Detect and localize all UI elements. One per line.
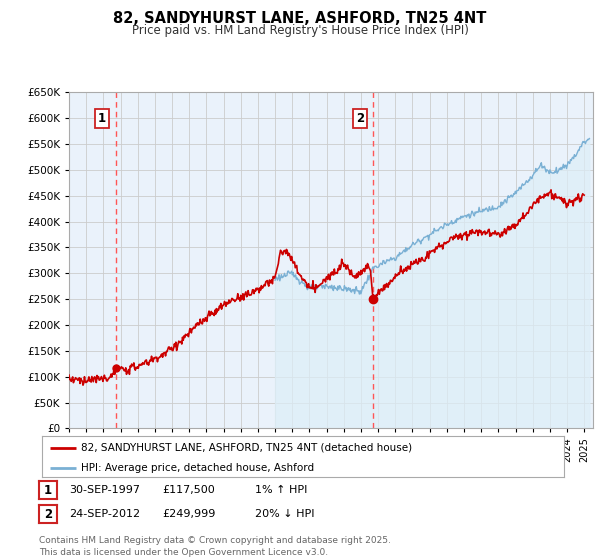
Text: Contains HM Land Registry data © Crown copyright and database right 2025.
This d: Contains HM Land Registry data © Crown c… <box>39 536 391 557</box>
Text: £117,500: £117,500 <box>162 485 215 495</box>
Text: 2: 2 <box>44 507 52 521</box>
Text: 20% ↓ HPI: 20% ↓ HPI <box>255 509 314 519</box>
Text: 82, SANDYHURST LANE, ASHFORD, TN25 4NT (detached house): 82, SANDYHURST LANE, ASHFORD, TN25 4NT (… <box>81 443 412 452</box>
Text: 82, SANDYHURST LANE, ASHFORD, TN25 4NT: 82, SANDYHURST LANE, ASHFORD, TN25 4NT <box>113 11 487 26</box>
Text: 1: 1 <box>98 112 106 125</box>
Text: HPI: Average price, detached house, Ashford: HPI: Average price, detached house, Ashf… <box>81 463 314 473</box>
Text: 1% ↑ HPI: 1% ↑ HPI <box>255 485 307 495</box>
Text: 2: 2 <box>356 112 364 125</box>
Text: £249,999: £249,999 <box>162 509 215 519</box>
Text: Price paid vs. HM Land Registry's House Price Index (HPI): Price paid vs. HM Land Registry's House … <box>131 24 469 37</box>
Text: 30-SEP-1997: 30-SEP-1997 <box>69 485 140 495</box>
Text: 24-SEP-2012: 24-SEP-2012 <box>69 509 140 519</box>
Text: 1: 1 <box>44 483 52 497</box>
